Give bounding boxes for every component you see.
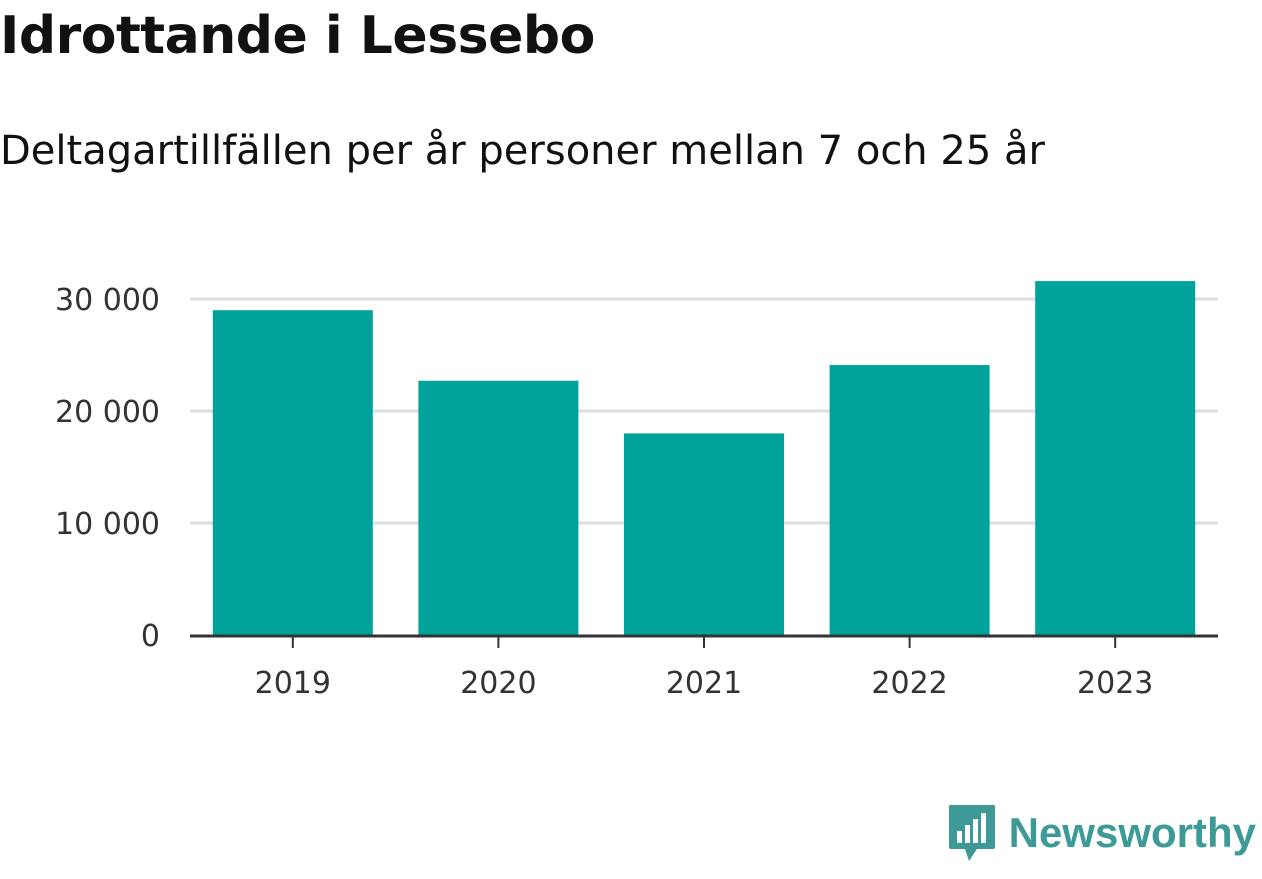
bar-2020 [418, 380, 579, 635]
bar-2023 [1035, 281, 1196, 635]
y-tick-label: 20 000 [55, 395, 160, 430]
y-tick-label: 30 000 [55, 283, 160, 318]
newsworthy-logo-icon [948, 805, 995, 861]
bar-2021 [624, 433, 784, 635]
y-tick-label: 0 [141, 619, 160, 654]
x-tick-label: 2023 [1077, 666, 1153, 701]
axes: 0 10 000 20 000 30 000 2019 2020 2021 2022 2023 [55, 283, 1218, 701]
chart-subtitle: Deltagartillfällen per år personer mella… [0, 128, 1045, 174]
bars [212, 281, 1196, 635]
brand-name: Newsworthy [1008, 809, 1256, 856]
bar-2022 [829, 365, 990, 635]
x-tick-label: 2020 [460, 666, 536, 701]
x-tick-label: 2019 [255, 666, 331, 701]
bar-2019 [212, 310, 373, 635]
newsworthy-brand: Newsworthy [947, 803, 1256, 863]
x-tick-label: 2022 [871, 666, 947, 701]
chart-title: Idrottande i Lessebo [0, 6, 595, 66]
x-tick-label: 2021 [666, 666, 742, 701]
y-tick-label: 10 000 [55, 507, 160, 542]
